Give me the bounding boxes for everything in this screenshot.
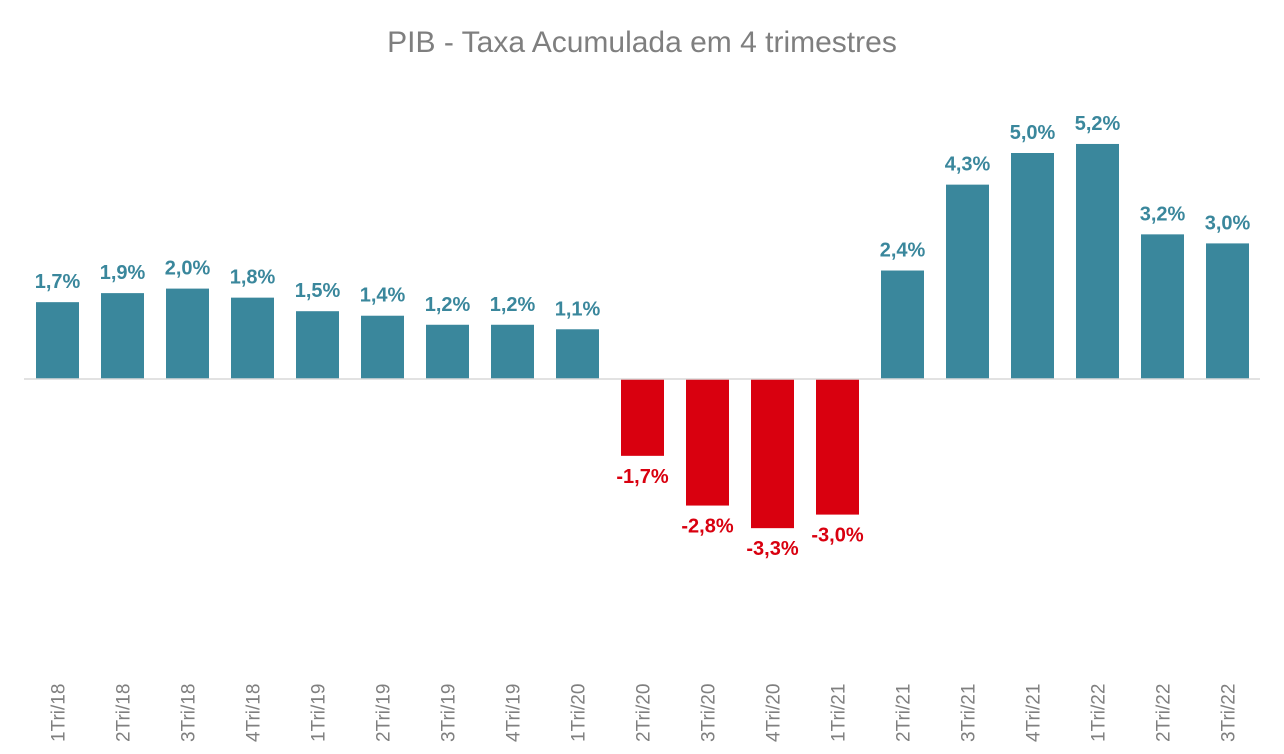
bar-4Tri-18 [231, 297, 274, 379]
data-label: 3,0% [1205, 212, 1251, 234]
bar-3Tri-20 [686, 379, 729, 506]
data-label: 1,2% [490, 294, 536, 316]
x-tick-label: 4Tri/19 [504, 684, 525, 742]
x-tick-label: 2Tri/19 [374, 684, 395, 742]
data-label: 1,8% [230, 267, 276, 289]
data-label: 3,2% [1140, 203, 1186, 225]
x-tick-label: 3Tri/20 [699, 684, 720, 742]
bar-3Tri-22 [1206, 243, 1249, 379]
x-tick-label: 4Tri/18 [244, 684, 265, 742]
x-tick-label: 2Tri/20 [634, 684, 655, 742]
bar-4Tri-20 [751, 379, 794, 529]
bar-2Tri-20 [621, 379, 664, 456]
bar-2Tri-21 [881, 270, 924, 379]
bar-2Tri-19 [361, 315, 404, 379]
data-label: 2,0% [165, 258, 211, 280]
x-tick-label: 3Tri/22 [1219, 684, 1240, 742]
data-label: 1,2% [425, 294, 471, 316]
bar-4Tri-19 [491, 324, 534, 379]
x-tick-label: 2Tri/21 [894, 684, 915, 742]
data-label: -3,3% [746, 538, 798, 560]
chart-title: PIB - Taxa Acumulada em 4 trimestres [387, 26, 897, 59]
bar-1Tri-20 [556, 329, 599, 379]
x-tick-label: 3Tri/21 [959, 684, 980, 742]
data-label: 2,4% [880, 240, 926, 262]
data-label: 1,7% [35, 271, 81, 293]
bar-1Tri-19 [296, 311, 339, 379]
bar-3Tri-18 [166, 288, 209, 379]
x-tick-label: 4Tri/20 [764, 684, 785, 742]
data-label: 5,2% [1075, 113, 1121, 135]
bar-3Tri-19 [426, 324, 469, 379]
data-label: -2,8% [681, 516, 733, 538]
data-label: 1,5% [295, 280, 341, 302]
bar-2Tri-22 [1141, 234, 1184, 379]
bar-1Tri-18 [36, 302, 79, 379]
data-label: 4,3% [945, 154, 991, 176]
x-tick-label: 1Tri/20 [569, 684, 590, 742]
x-tick-label: 2Tri/22 [1154, 684, 1175, 742]
bar-1Tri-21 [816, 379, 859, 515]
x-tick-label: 3Tri/18 [179, 684, 200, 742]
x-tick-label: 1Tri/21 [829, 684, 850, 742]
data-label: 5,0% [1010, 122, 1056, 144]
data-label: -1,7% [616, 466, 668, 488]
bar-2Tri-18 [101, 293, 144, 379]
data-label: -3,0% [811, 525, 863, 547]
data-label: 1,9% [100, 262, 146, 284]
bar-3Tri-21 [946, 184, 989, 379]
x-tick-label: 2Tri/18 [114, 684, 135, 742]
data-labels-layer: 1,7% 1,9% 2,0% 1,8% 1,5% 1,4% 1,2% 1,2% 1,1% -1,7… [35, 113, 1251, 560]
bar-1Tri-22 [1076, 143, 1119, 379]
data-label: 1,1% [555, 298, 601, 320]
x-tick-label: 4Tri/21 [1024, 684, 1045, 742]
x-tick-label: 1Tri/18 [49, 684, 70, 742]
x-axis-ticks: 1Tri/18 2Tri/18 3Tri/18 4Tri/18 1Tri/19 2Tri/… [49, 684, 1240, 742]
bar-4Tri-21 [1011, 153, 1054, 379]
bars-layer [36, 143, 1249, 529]
x-tick-label: 1Tri/19 [309, 684, 330, 742]
x-tick-label: 3Tri/19 [439, 684, 460, 742]
x-tick-label: 1Tri/22 [1089, 684, 1110, 742]
data-label: 1,4% [360, 285, 406, 307]
